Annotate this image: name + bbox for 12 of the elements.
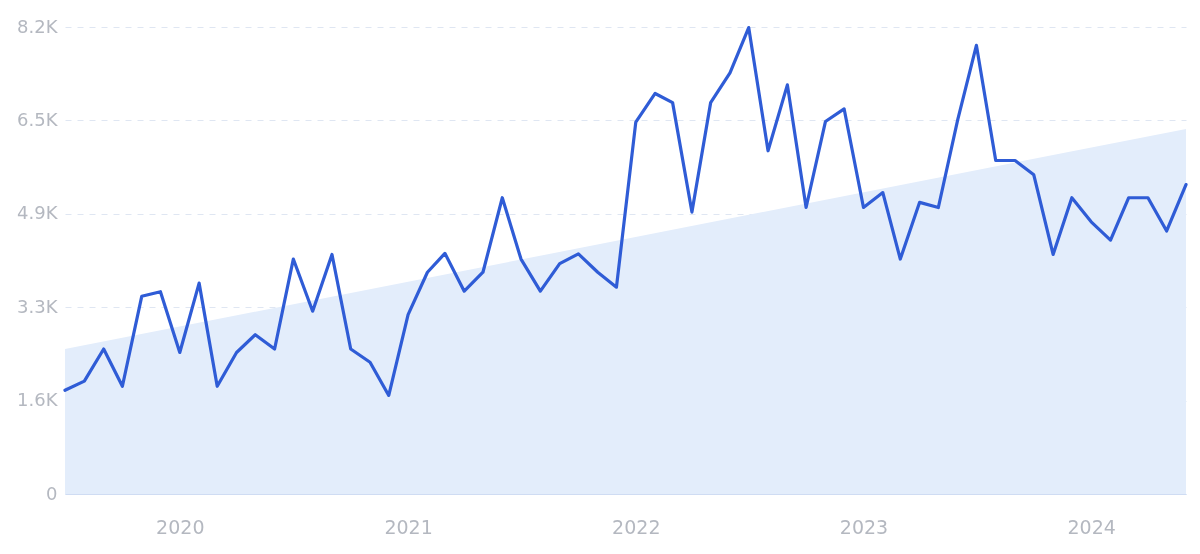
line-series <box>63 25 1188 398</box>
y-tick-label: 4.9K <box>17 202 59 224</box>
x-tick-label: 2022 <box>612 515 661 538</box>
y-tick-label: 6.5K <box>17 108 59 130</box>
x-tick-label: 2023 <box>839 515 889 538</box>
y-tick-label: 0 <box>46 482 58 504</box>
x-tick-label: 2020 <box>156 515 205 538</box>
y-tick-label: 8.2K <box>17 15 59 37</box>
x-tick-label: 2021 <box>384 515 433 538</box>
x-tick-label: 2024 <box>1067 515 1116 538</box>
y-tick-label: 3.3K <box>17 295 59 317</box>
y-tick-label: 1.6K <box>17 389 59 411</box>
